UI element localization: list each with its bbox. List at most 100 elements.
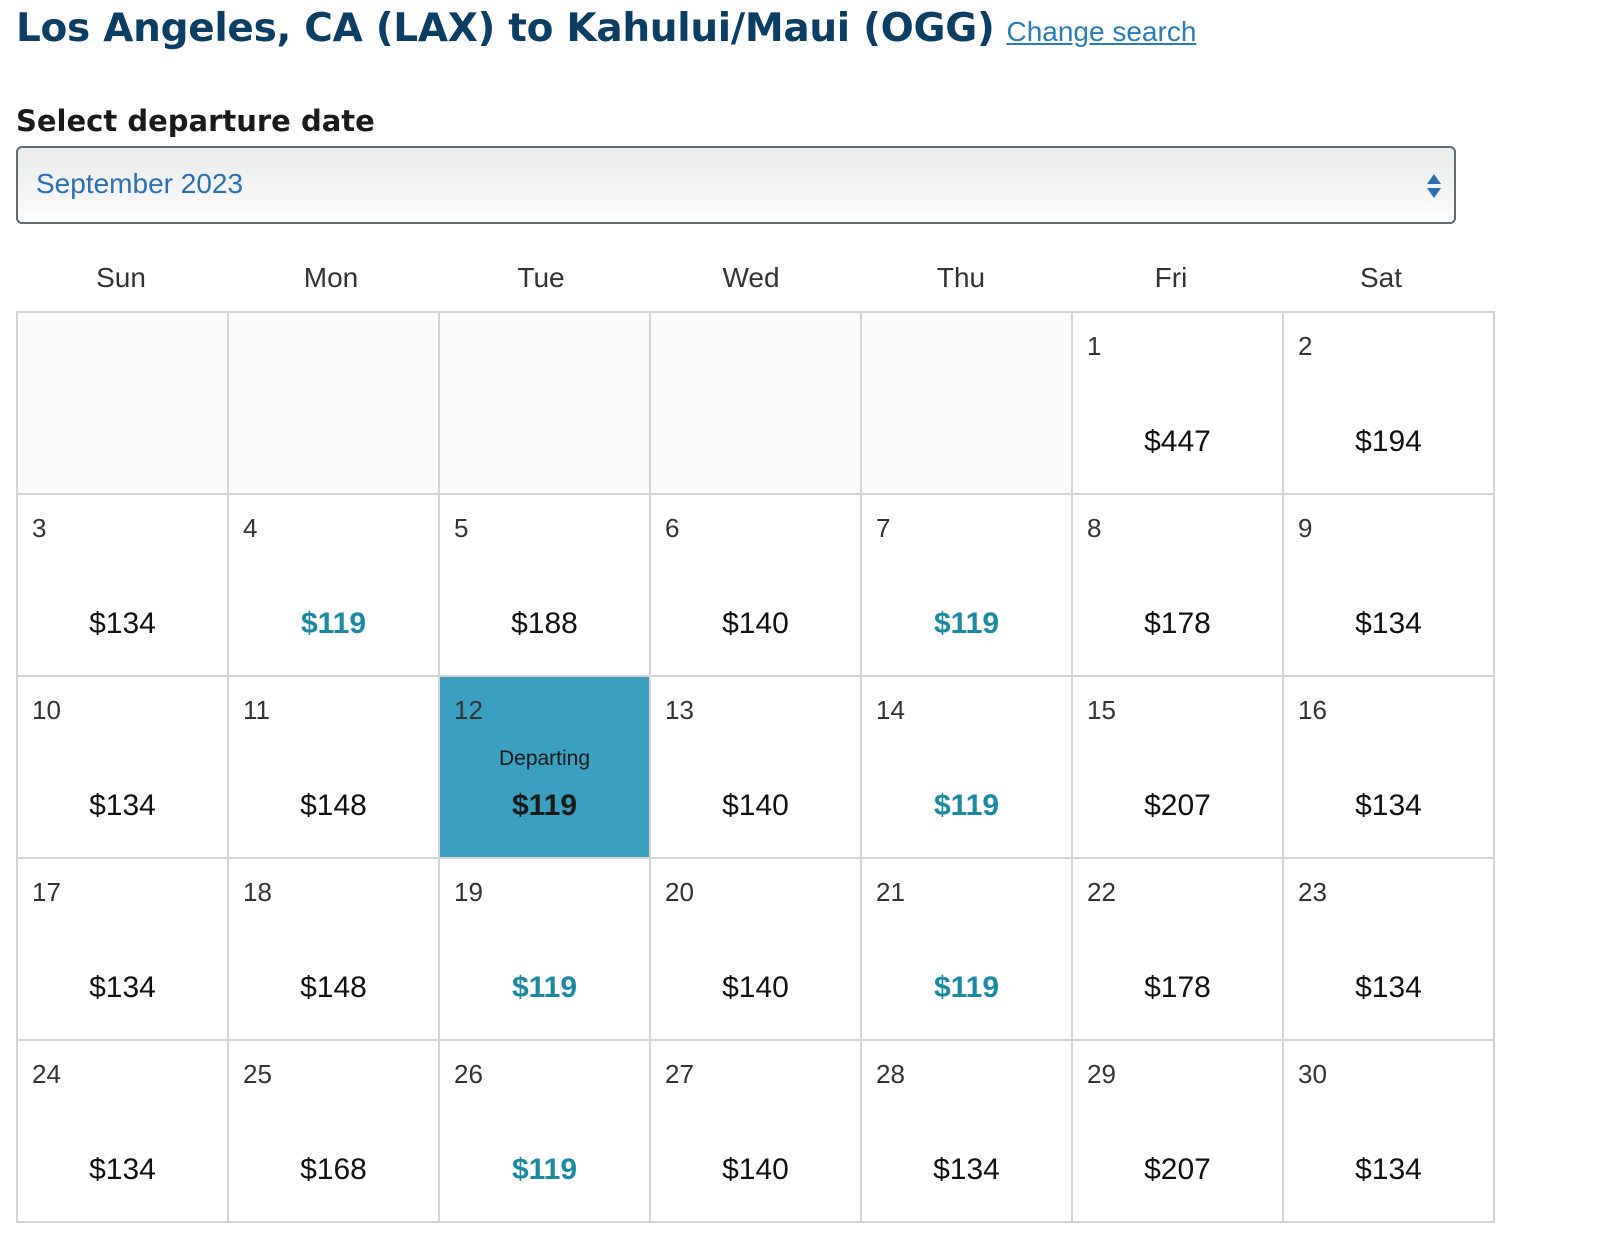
page-title: Los Angeles, CA (LAX) to Kahului/Maui (O… (16, 6, 995, 51)
weekday-sun: Sun (96, 262, 146, 293)
weekday-sat: Sat (1359, 262, 1403, 293)
fare-price: $168 (300, 1153, 367, 1186)
departing-label: Departing (498, 747, 591, 770)
fare-price: $194 (1355, 425, 1422, 458)
fare-price: $447 (1144, 425, 1211, 458)
select-arrows-icon (1426, 174, 1442, 198)
day-number: 1 (1087, 331, 1102, 361)
day-number: 7 (876, 513, 891, 543)
day-cell-7[interactable]: 7 $119 (862, 495, 1071, 675)
day-number: 10 (32, 695, 61, 725)
day-number: 11 (243, 695, 270, 725)
weekday-mon: Mon (303, 262, 359, 293)
fare-calendar: 1 $447 2 $194 3 $134 4 $119 5 $188 6 $140 7 $119 8 $178… (16, 311, 1495, 1223)
day-number: 15 (1087, 695, 1116, 725)
day-cell-25[interactable]: 25 $168 (229, 1041, 438, 1221)
fare-price: $140 (722, 789, 789, 822)
day-cell-18[interactable]: 18 $148 (229, 859, 438, 1039)
lowest-fare-price: $119 (300, 607, 367, 640)
day-number: 18 (243, 877, 272, 907)
day-number: 23 (1298, 877, 1327, 907)
day-cell-12[interactable]: 12 Departing $119 (440, 677, 649, 857)
day-number: 26 (454, 1059, 483, 1089)
day-number: 16 (1298, 695, 1327, 725)
departure-date-label: Select departure date (16, 104, 375, 138)
day-cell-9[interactable]: 9 $134 (1284, 495, 1493, 675)
day-cell-1[interactable]: 1 $447 (1073, 313, 1282, 493)
lowest-fare-price: $119 (511, 971, 578, 1004)
day-cell-29[interactable]: 29 $207 (1073, 1041, 1282, 1221)
day-cell-19[interactable]: 19 $119 (440, 859, 649, 1039)
fare-price: $148 (300, 789, 367, 822)
lowest-fare-price: $119 (933, 789, 1000, 822)
empty-day-cell (651, 313, 860, 493)
day-number: 9 (1298, 513, 1313, 543)
fare-price: $134 (1355, 789, 1422, 822)
day-cell-8[interactable]: 8 $178 (1073, 495, 1282, 675)
day-cell-2[interactable]: 2 $194 (1284, 313, 1493, 493)
day-number: 14 (876, 695, 905, 725)
fare-price: $134 (1355, 971, 1422, 1004)
day-cell-16[interactable]: 16 $134 (1284, 677, 1493, 857)
day-cell-21[interactable]: 21 $119 (862, 859, 1071, 1039)
empty-day-cell (229, 313, 438, 493)
fare-price: $134 (1355, 607, 1422, 640)
change-search-link[interactable]: Change search (1006, 16, 1197, 47)
day-number: 12 (454, 695, 483, 725)
lowest-fare-price: $119 (933, 607, 1000, 640)
day-cell-10[interactable]: 10 $134 (18, 677, 227, 857)
day-cell-6[interactable]: 6 $140 (651, 495, 860, 675)
day-cell-11[interactable]: 11 $148 (229, 677, 438, 857)
day-number: 20 (665, 877, 694, 907)
month-select[interactable]: September 2023 (16, 146, 1456, 224)
day-cell-28[interactable]: 28 $134 (862, 1041, 1071, 1221)
day-number: 25 (243, 1059, 272, 1089)
day-number: 13 (665, 695, 694, 725)
day-number: 28 (876, 1059, 905, 1089)
fare-price: $140 (722, 1153, 789, 1186)
weekday-wed: Wed (722, 262, 780, 293)
day-number: 29 (1087, 1059, 1116, 1089)
lowest-fare-price: $119 (511, 789, 578, 822)
day-cell-3[interactable]: 3 $134 (18, 495, 227, 675)
lowest-fare-price: $119 (511, 1153, 578, 1186)
day-cell-15[interactable]: 15 $207 (1073, 677, 1282, 857)
day-cell-24[interactable]: 24 $134 (18, 1041, 227, 1221)
lowest-fare-price: $119 (933, 971, 1000, 1004)
day-cell-13[interactable]: 13 $140 (651, 677, 860, 857)
arrow-down-icon (1427, 188, 1441, 198)
weekday-fri: Fri (1154, 262, 1188, 293)
fare-price: $207 (1144, 1153, 1211, 1186)
empty-day-cell (862, 313, 1071, 493)
day-number: 6 (665, 513, 680, 543)
fare-price: $178 (1144, 971, 1211, 1004)
day-number: 24 (32, 1059, 61, 1089)
day-number: 19 (454, 877, 483, 907)
day-cell-17[interactable]: 17 $134 (18, 859, 227, 1039)
day-cell-5[interactable]: 5 $188 (440, 495, 649, 675)
day-number: 22 (1087, 877, 1116, 907)
weekday-thu: Thu (936, 262, 986, 293)
day-number: 3 (32, 513, 47, 543)
fare-price: $134 (1355, 1153, 1422, 1186)
day-cell-4[interactable]: 4 $119 (229, 495, 438, 675)
fare-price: $134 (89, 971, 156, 1004)
day-number: 30 (1298, 1059, 1327, 1089)
day-cell-22[interactable]: 22 $178 (1073, 859, 1282, 1039)
day-cell-20[interactable]: 20 $140 (651, 859, 860, 1039)
weekday-header-row: Sun Mon Tue Wed Thu Fri Sat (16, 262, 1486, 294)
day-number: 4 (243, 513, 258, 543)
day-cell-23[interactable]: 23 $134 (1284, 859, 1493, 1039)
empty-day-cell (440, 313, 649, 493)
day-number: 21 (876, 877, 905, 907)
fare-price: $134 (89, 789, 156, 822)
empty-day-cell (18, 313, 227, 493)
day-cell-14[interactable]: 14 $119 (862, 677, 1071, 857)
fare-price: $134 (933, 1153, 1000, 1186)
day-cell-26[interactable]: 26 $119 (440, 1041, 649, 1221)
day-cell-27[interactable]: 27 $140 (651, 1041, 860, 1221)
day-number: 2 (1298, 331, 1313, 361)
month-select-value: September 2023 (36, 168, 244, 199)
day-number: 27 (665, 1059, 694, 1089)
day-cell-30[interactable]: 30 $134 (1284, 1041, 1493, 1221)
